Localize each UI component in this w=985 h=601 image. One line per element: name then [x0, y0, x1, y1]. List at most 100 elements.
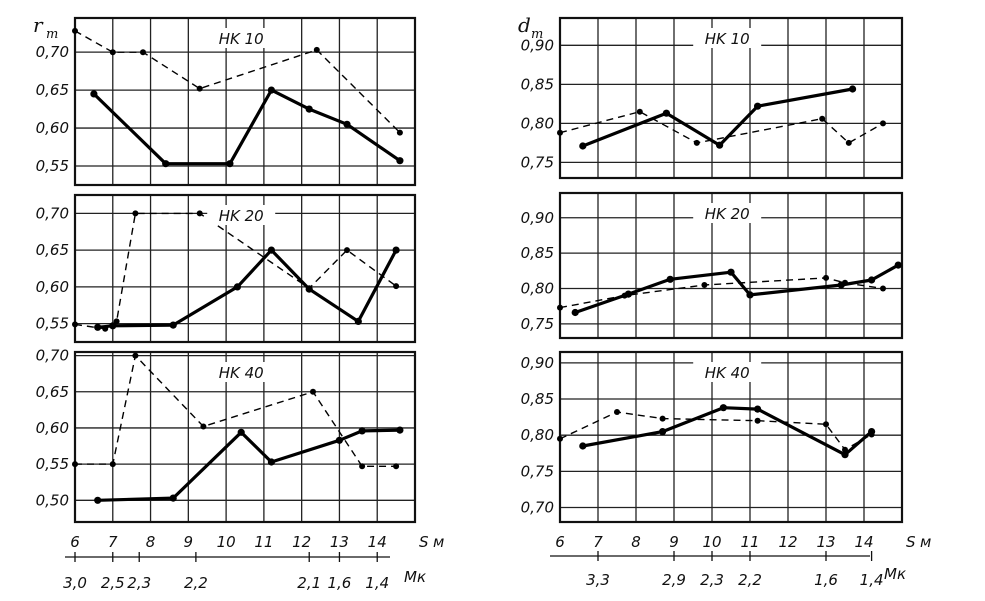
y-tick-label: 0,90	[521, 354, 554, 372]
series-dashed-line	[559, 110, 884, 144]
panel-title: HK 20	[219, 207, 264, 225]
x-axis-label: S	[419, 533, 429, 551]
y-tick-label: 0,80	[521, 426, 554, 444]
data-point-dashed	[72, 27, 78, 34]
y-tick-label: 0,55	[36, 157, 69, 175]
y-tick-label: 0,80	[521, 114, 554, 132]
data-point-solid	[754, 405, 762, 413]
y-tick-label: 0,85	[521, 244, 554, 262]
data-point-solid	[716, 141, 724, 149]
y-tick-label: 0,60	[36, 119, 69, 137]
panel-title-bg	[693, 362, 762, 382]
data-point-dashed	[845, 139, 852, 146]
panel-frame	[73, 350, 417, 524]
panel-title-bg	[207, 28, 276, 48]
data-point-dashed	[113, 318, 120, 325]
x-tick-label: 7	[593, 533, 603, 551]
secondary-tick-label: 1,4	[860, 571, 884, 589]
secondary-tick-label: 1,6	[814, 571, 838, 589]
data-point-solid	[267, 86, 275, 94]
y-tick-label: 0,60	[36, 278, 69, 296]
left-y-symbol-sub: m	[46, 27, 58, 42]
left-y-symbol: r	[33, 13, 44, 37]
y-tick-label: 0,70	[36, 204, 69, 222]
data-point-solid	[305, 105, 313, 113]
data-point-solid	[94, 323, 102, 331]
series-dashed-line	[74, 212, 397, 330]
x-tick-label: 10	[217, 533, 236, 551]
secondary-axis-label: Мк	[404, 568, 426, 586]
panel-title-bg	[207, 362, 276, 382]
right-panel-1: 0,90 0,85 0,80 0,75 HK 10	[521, 16, 904, 180]
panel-frame	[73, 193, 417, 344]
series-solid-line	[97, 248, 398, 329]
y-tick-label: 0,55	[36, 315, 69, 333]
data-point-dashed	[200, 423, 207, 430]
data-point-dashed	[196, 210, 203, 217]
data-point-dashed	[868, 431, 875, 438]
y-tick-label: 0,70	[36, 347, 69, 365]
series-solid-line	[582, 87, 853, 148]
y-tick-label: 0,85	[521, 75, 554, 93]
data-point-dashed	[72, 321, 78, 328]
x-tick-label: 13	[816, 533, 835, 551]
y-tick-label: 0,75	[521, 315, 554, 333]
secondary-tick-label: 2,1	[297, 574, 321, 592]
data-point-dashed	[102, 325, 109, 332]
data-point-dashed	[557, 129, 563, 136]
data-point-solid	[343, 120, 351, 128]
y-tick-label: 0,90	[521, 36, 554, 54]
y-tick-label: 0,85	[521, 390, 554, 408]
y-tick-label: 0,90	[521, 209, 554, 227]
panel-frame	[73, 16, 417, 187]
panel-title: HK 10	[219, 30, 264, 48]
data-point-solid	[90, 90, 98, 98]
secondary-tick-label: 2,2	[738, 571, 762, 589]
panel-frame	[558, 191, 904, 340]
data-point-solid	[94, 496, 102, 504]
data-point-dashed	[306, 285, 313, 292]
data-point-solid	[109, 322, 117, 330]
data-point-dashed	[196, 85, 203, 92]
x-tick-label: 14	[368, 533, 387, 551]
secondary-tick-label: 1,4	[365, 574, 389, 592]
x-tick-label: 7	[108, 533, 118, 551]
secondary-tick-label: 2,9	[662, 571, 686, 589]
secondary-tick-label: 3,3	[586, 571, 610, 589]
x-tick-label: 12	[778, 533, 797, 551]
data-point-solid	[727, 268, 735, 276]
data-point-solid	[719, 404, 728, 412]
secondary-axis-label: Мк	[884, 565, 906, 583]
x-tick-label: 10	[702, 533, 721, 551]
data-point-solid	[579, 142, 587, 150]
data-point-dashed	[823, 274, 829, 281]
series-dashed-line	[559, 277, 884, 309]
left-panel-3: 0,70 0,65 0,60 0,55 0,50 HK 40	[36, 347, 417, 524]
data-point-solid	[746, 291, 754, 299]
panel-title: HK 10	[705, 30, 750, 48]
y-tick-label: 0,55	[36, 455, 69, 473]
data-point-dashed	[636, 108, 643, 115]
panel-title: HK 20	[705, 205, 750, 223]
data-point-solid	[894, 261, 902, 269]
series-dashed-line	[74, 30, 401, 134]
data-point-dashed	[754, 417, 761, 424]
data-point-solid	[868, 276, 876, 284]
data-point-dashed	[132, 352, 139, 359]
data-point-dashed	[557, 304, 563, 311]
data-point-dashed	[819, 115, 826, 122]
data-point-dashed	[72, 461, 78, 468]
x-tick-label: 12	[292, 533, 311, 551]
x-tick-label: 6	[70, 533, 80, 551]
secondary-tick-label: 2,3	[700, 571, 724, 589]
data-point-dashed	[310, 388, 316, 395]
right-panel-2: 0,90 0,85 0,80 0,75 HK 20	[521, 191, 904, 340]
data-point-solid	[226, 160, 234, 168]
data-point-solid	[169, 321, 177, 329]
data-point-solid	[335, 436, 343, 444]
y-tick-label: 0,70	[521, 499, 554, 517]
data-point-dashed	[614, 409, 620, 415]
y-tick-label: 0,50	[36, 491, 69, 509]
series-solid-line	[92, 88, 401, 166]
